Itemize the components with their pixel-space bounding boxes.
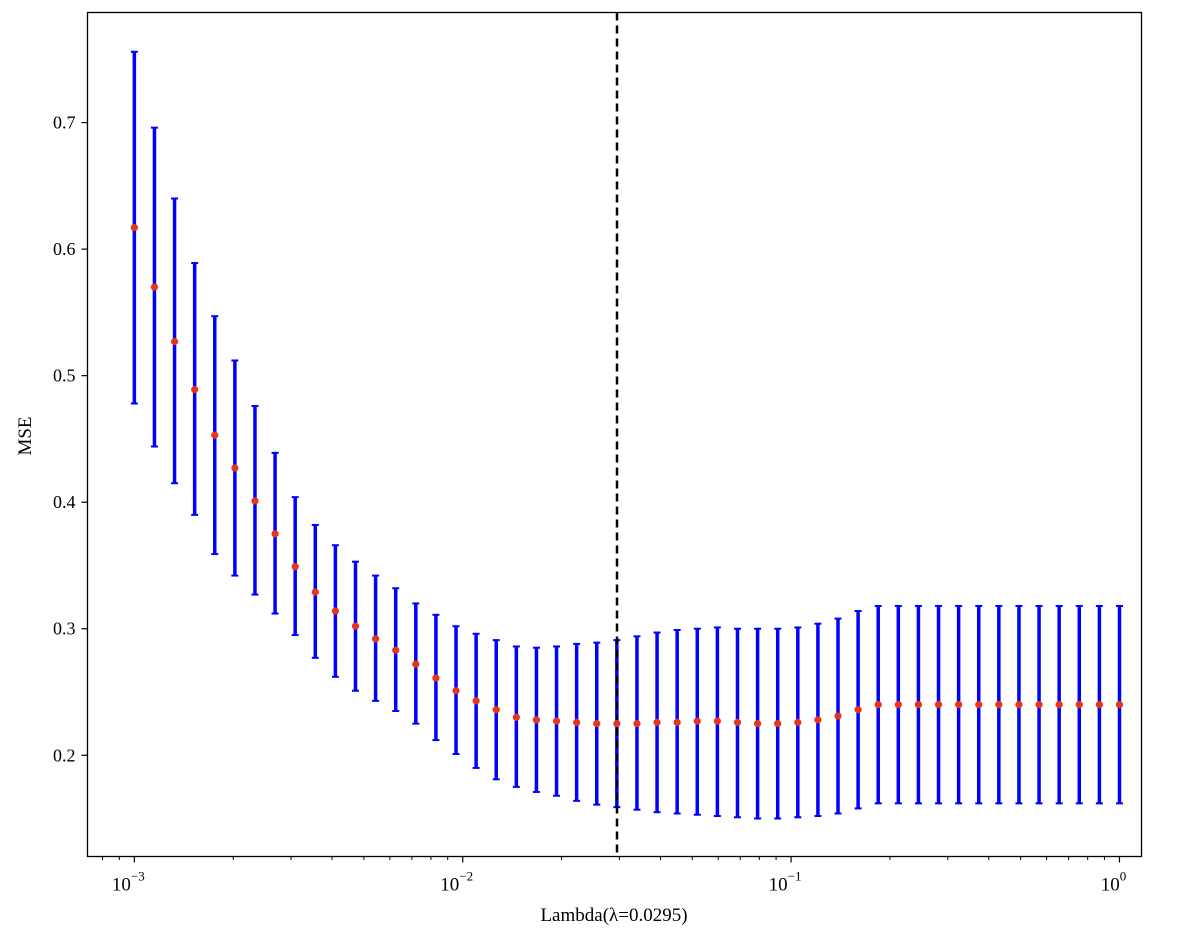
mse-point bbox=[774, 720, 782, 728]
x-tick-base: 10 bbox=[112, 875, 131, 896]
mse-point bbox=[613, 720, 621, 728]
mse-point bbox=[251, 497, 259, 505]
x-tick-exponent: −1 bbox=[788, 869, 802, 884]
mse-point bbox=[432, 674, 440, 682]
mse-point bbox=[934, 701, 943, 709]
mse-point bbox=[211, 431, 219, 439]
mse-point bbox=[372, 635, 380, 643]
mse-point bbox=[673, 718, 681, 726]
x-tick-label: 10−2 bbox=[440, 869, 473, 896]
mse-point bbox=[874, 701, 882, 709]
mse-point bbox=[150, 283, 159, 291]
x-tick-label: 10−3 bbox=[112, 869, 145, 896]
mse-point bbox=[1095, 701, 1103, 709]
mse-point bbox=[995, 701, 1003, 709]
mse-point bbox=[130, 224, 138, 232]
mse-point bbox=[311, 588, 319, 596]
mse-point bbox=[452, 687, 460, 695]
x-tick-label: 100 bbox=[1101, 869, 1127, 896]
mse-point bbox=[472, 697, 480, 705]
mse-point bbox=[914, 701, 923, 709]
mse-point bbox=[331, 607, 339, 615]
x-tick-base: 10 bbox=[1101, 875, 1120, 896]
x-tick-label: 10−1 bbox=[769, 869, 802, 896]
x-tick-base: 10 bbox=[769, 875, 788, 896]
mse-point bbox=[552, 717, 561, 725]
mse-point bbox=[291, 563, 299, 571]
mse-point bbox=[814, 716, 822, 724]
x-tick-exponent: 0 bbox=[1120, 869, 1127, 884]
mse-point bbox=[894, 701, 902, 709]
x-tick-exponent: −3 bbox=[131, 869, 145, 884]
x-axis-label: Lambda(λ=0.0295) bbox=[540, 905, 687, 926]
mse-point bbox=[1075, 701, 1083, 709]
mse-point bbox=[794, 718, 802, 726]
x-tick-base: 10 bbox=[440, 875, 459, 896]
x-tick-exponent: −2 bbox=[459, 869, 473, 884]
mse-point bbox=[633, 720, 641, 728]
mse-point bbox=[975, 701, 983, 709]
mse-point bbox=[713, 717, 721, 725]
mse-point bbox=[733, 718, 742, 726]
mse-point bbox=[1035, 701, 1043, 709]
mse-point bbox=[653, 718, 661, 726]
mse-point bbox=[1015, 701, 1023, 709]
mse-point bbox=[351, 622, 360, 630]
y-tick-label: 0.4 bbox=[53, 492, 76, 512]
y-tick-label: 0.6 bbox=[53, 239, 76, 259]
y-tick-label: 0.5 bbox=[53, 366, 76, 386]
y-tick-label: 0.3 bbox=[53, 619, 76, 639]
mse-point bbox=[512, 713, 520, 721]
mse-point bbox=[593, 720, 601, 728]
mse-point bbox=[231, 464, 239, 472]
y-tick-label: 0.7 bbox=[53, 113, 76, 133]
mse-point bbox=[834, 712, 842, 720]
mse-point bbox=[854, 706, 862, 714]
mse-point bbox=[392, 646, 400, 654]
mse-point bbox=[532, 716, 541, 724]
mse-point bbox=[753, 720, 762, 728]
y-tick-label: 0.2 bbox=[53, 745, 76, 765]
mse-point bbox=[271, 530, 279, 538]
mse-point bbox=[412, 660, 420, 668]
mse-point bbox=[1055, 701, 1063, 709]
mse-point bbox=[693, 717, 701, 725]
mse-point bbox=[170, 337, 179, 346]
mse-point bbox=[191, 385, 199, 394]
mse-point bbox=[573, 718, 581, 726]
plot-frame bbox=[86, 11, 1143, 858]
mse-point bbox=[1115, 701, 1124, 709]
mse-point bbox=[492, 706, 500, 714]
y-axis-label: MSE bbox=[15, 416, 36, 455]
mse-point bbox=[955, 701, 963, 709]
